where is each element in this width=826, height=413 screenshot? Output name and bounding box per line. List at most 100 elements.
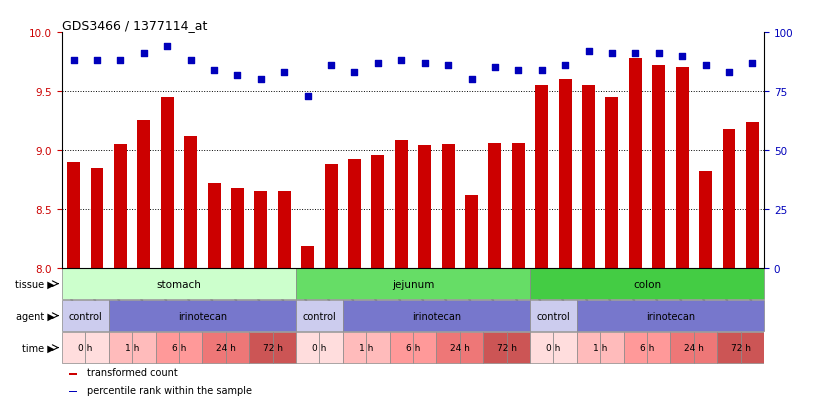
Text: irinotecan: irinotecan bbox=[646, 311, 695, 321]
Bar bbox=[348, 160, 361, 268]
Bar bbox=[225, 332, 249, 363]
Bar bbox=[273, 332, 296, 363]
Bar bbox=[278, 192, 291, 268]
Bar bbox=[483, 332, 506, 363]
Bar bbox=[647, 332, 671, 363]
Point bbox=[372, 60, 385, 67]
Bar bbox=[207, 183, 221, 268]
Text: irinotecan: irinotecan bbox=[178, 311, 227, 321]
Point bbox=[699, 63, 712, 69]
Bar bbox=[67, 162, 80, 268]
Bar bbox=[699, 172, 712, 268]
Text: irinotecan: irinotecan bbox=[412, 311, 461, 321]
Point bbox=[114, 58, 127, 64]
Bar bbox=[723, 129, 735, 268]
Text: 6 h: 6 h bbox=[406, 343, 420, 352]
Point bbox=[465, 77, 478, 83]
Bar bbox=[109, 332, 132, 363]
Bar bbox=[746, 122, 759, 268]
Text: time ▶: time ▶ bbox=[22, 343, 55, 353]
Bar bbox=[325, 165, 338, 268]
Bar bbox=[558, 80, 572, 268]
Bar bbox=[624, 332, 647, 363]
Point bbox=[278, 70, 291, 76]
Bar bbox=[114, 145, 127, 268]
Bar bbox=[366, 332, 390, 363]
Point bbox=[254, 77, 268, 83]
Text: 0 h: 0 h bbox=[312, 343, 326, 352]
Bar bbox=[694, 332, 717, 363]
Point bbox=[488, 65, 501, 71]
Bar bbox=[179, 332, 202, 363]
Bar bbox=[296, 268, 530, 299]
Bar bbox=[605, 97, 619, 268]
Point bbox=[230, 72, 244, 78]
Text: 72 h: 72 h bbox=[731, 343, 751, 352]
Bar bbox=[465, 195, 478, 268]
Text: 24 h: 24 h bbox=[684, 343, 704, 352]
Bar bbox=[343, 301, 530, 331]
Point bbox=[511, 67, 525, 74]
Bar bbox=[676, 68, 689, 268]
Point bbox=[535, 67, 548, 74]
Text: 72 h: 72 h bbox=[496, 343, 516, 352]
Bar bbox=[320, 332, 343, 363]
Bar bbox=[671, 332, 694, 363]
Point bbox=[137, 51, 150, 57]
Bar bbox=[436, 332, 460, 363]
Bar bbox=[512, 143, 525, 268]
Text: control: control bbox=[537, 311, 570, 321]
Bar bbox=[254, 192, 268, 268]
Bar bbox=[577, 301, 764, 331]
Text: 1 h: 1 h bbox=[359, 343, 373, 352]
Point bbox=[629, 51, 642, 57]
Point bbox=[301, 93, 314, 100]
Bar bbox=[62, 332, 85, 363]
Point bbox=[67, 58, 80, 64]
Text: 0 h: 0 h bbox=[546, 343, 561, 352]
Text: colon: colon bbox=[633, 279, 661, 289]
Bar bbox=[530, 301, 577, 331]
Bar bbox=[91, 168, 103, 268]
Bar bbox=[296, 301, 343, 331]
Bar bbox=[535, 86, 548, 268]
Bar bbox=[155, 332, 179, 363]
Bar bbox=[62, 301, 109, 331]
Bar bbox=[62, 268, 296, 299]
Bar bbox=[530, 268, 764, 299]
Bar bbox=[418, 146, 431, 268]
Point bbox=[605, 51, 619, 57]
Point bbox=[722, 70, 735, 76]
Bar bbox=[137, 121, 150, 268]
Text: GDS3466 / 1377114_at: GDS3466 / 1377114_at bbox=[62, 19, 207, 31]
Point bbox=[652, 51, 665, 57]
Bar bbox=[296, 332, 320, 363]
Point bbox=[676, 53, 689, 60]
Text: 24 h: 24 h bbox=[450, 343, 470, 352]
Bar bbox=[390, 332, 413, 363]
Bar bbox=[553, 332, 577, 363]
Bar bbox=[717, 332, 741, 363]
Text: 1 h: 1 h bbox=[593, 343, 607, 352]
Text: 24 h: 24 h bbox=[216, 343, 235, 352]
Text: stomach: stomach bbox=[157, 279, 202, 289]
Bar bbox=[413, 332, 436, 363]
Point bbox=[207, 67, 221, 74]
Bar bbox=[69, 373, 77, 375]
Text: 6 h: 6 h bbox=[172, 343, 186, 352]
Bar bbox=[132, 332, 155, 363]
Point bbox=[160, 44, 173, 50]
Bar bbox=[184, 136, 197, 268]
Bar bbox=[343, 332, 366, 363]
Bar bbox=[530, 332, 553, 363]
Bar bbox=[653, 66, 665, 268]
Text: agent ▶: agent ▶ bbox=[16, 311, 55, 321]
Bar bbox=[69, 391, 77, 392]
Text: control: control bbox=[302, 311, 336, 321]
Bar bbox=[741, 332, 764, 363]
Point bbox=[325, 63, 338, 69]
Text: 72 h: 72 h bbox=[263, 343, 282, 352]
Point bbox=[90, 58, 104, 64]
Point bbox=[558, 63, 572, 69]
Bar bbox=[85, 332, 109, 363]
